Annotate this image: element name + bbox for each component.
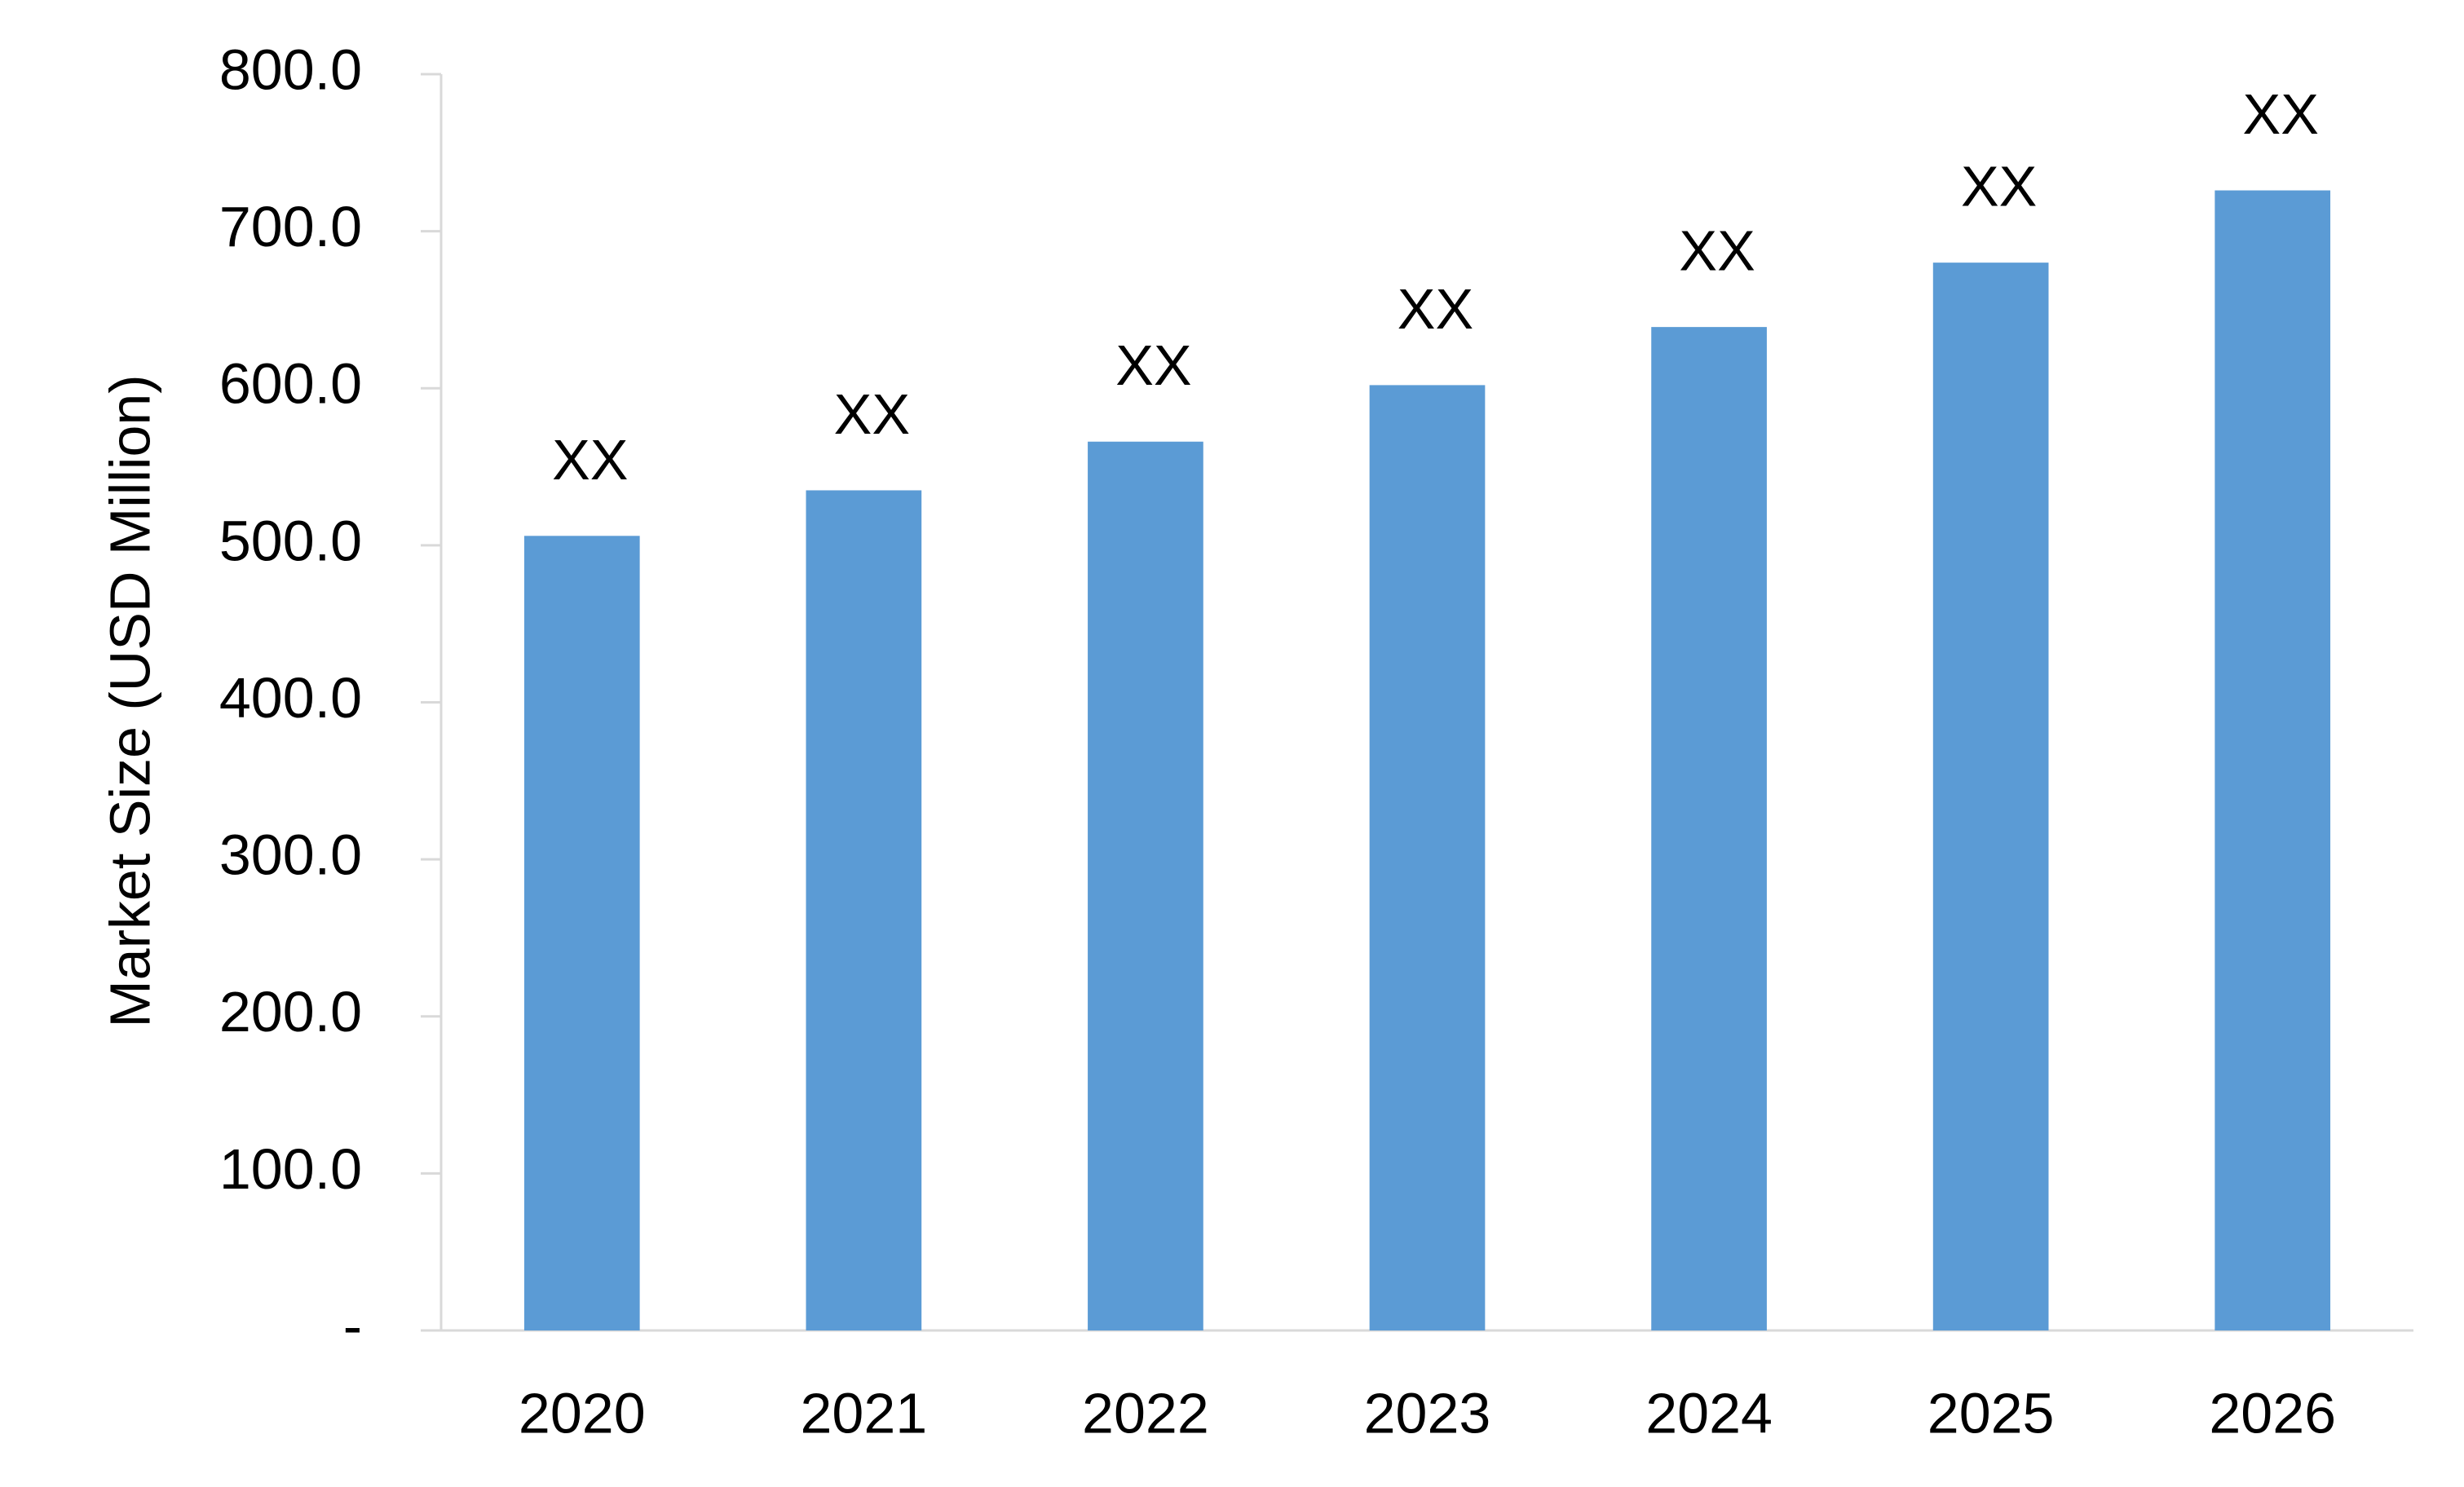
bar — [1932, 263, 2049, 1330]
y-tick-label: 700.0 — [219, 195, 362, 258]
bar — [2215, 190, 2331, 1331]
y-tick-label: 300.0 — [219, 823, 362, 887]
data-label: XX — [1961, 155, 2037, 218]
data-label: XX — [2243, 82, 2319, 146]
bar — [1651, 327, 1767, 1331]
data-label: XX — [1398, 277, 1473, 341]
y-tick-label: 600.0 — [219, 352, 362, 416]
x-tick-label: 2026 — [2209, 1381, 2336, 1445]
bar — [1088, 441, 1203, 1331]
y-tick-label: - — [343, 1294, 362, 1357]
data-label: XX — [1679, 219, 1755, 283]
x-tick-label: 2023 — [1364, 1381, 1491, 1445]
x-tick-label: 2022 — [1082, 1381, 1209, 1445]
bar — [806, 490, 922, 1330]
y-tick-label: 200.0 — [219, 980, 362, 1044]
bar — [523, 536, 640, 1330]
x-tick-label: 2024 — [1645, 1381, 1773, 1445]
x-tick-label: 2025 — [1927, 1381, 2055, 1445]
y-axis-title: Market Size (USD Million) — [98, 374, 161, 1027]
x-tick-label: 2021 — [800, 1381, 927, 1445]
y-tick-label: 100.0 — [219, 1137, 362, 1201]
x-tick-label: 2020 — [519, 1381, 646, 1445]
y-tick-label: 500.0 — [219, 509, 362, 572]
data-label: XX — [834, 382, 910, 446]
y-tick-label: 800.0 — [219, 38, 362, 101]
bar — [1369, 385, 1486, 1331]
data-label: XX — [1115, 333, 1191, 397]
data-label: XX — [552, 428, 628, 492]
y-tick-label: 400.0 — [219, 666, 362, 730]
